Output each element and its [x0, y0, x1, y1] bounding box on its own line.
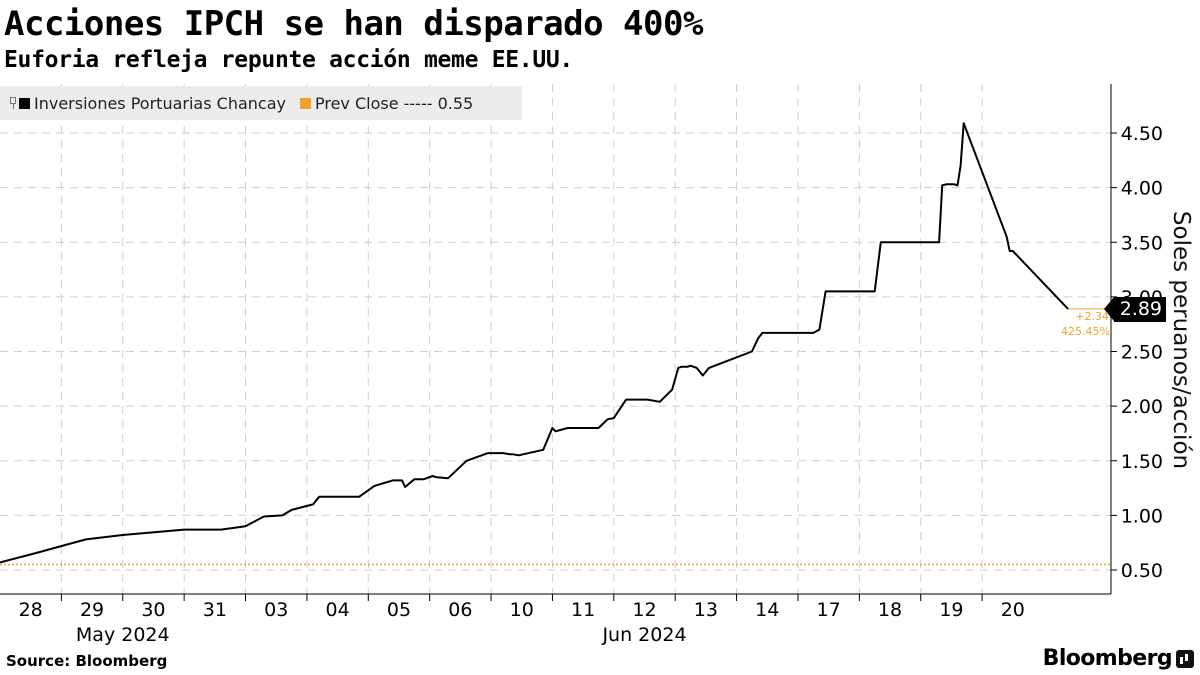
x-tick-label: 03 [264, 599, 288, 621]
pin-icon[interactable] [10, 97, 16, 109]
x-tick-label: 10 [510, 599, 534, 621]
x-tick-label: 14 [755, 599, 779, 621]
y-tick-label: 4.50 [1121, 123, 1163, 145]
legend-label-prev-close: Prev Close ----- 0.55 [314, 93, 474, 113]
x-tick-label: 05 [387, 599, 411, 621]
x-tick-label: 17 [817, 599, 841, 621]
y-tick-label: 1.50 [1121, 451, 1163, 473]
y-tick-label: 2.50 [1121, 342, 1163, 364]
legend-item-prev-close: Prev Close ----- 0.55 [286, 94, 473, 113]
legend-label-ipch: Inversiones Portuarias Chancay [34, 93, 286, 113]
chart-subtitle: Euforia refleja repunte acción meme EE.U… [4, 47, 573, 73]
y-tick-label: 1.00 [1121, 505, 1163, 527]
x-tick-label: 12 [632, 599, 656, 621]
x-tick-label: 18 [878, 599, 902, 621]
change-pct-label: 425.45% [1061, 325, 1110, 338]
x-tick-label: 30 [141, 599, 165, 621]
y-tick-label: 2.00 [1121, 396, 1163, 418]
y-tick-label: 0.50 [1121, 560, 1163, 582]
y-tick-label: 3.50 [1121, 232, 1163, 254]
x-month-label: May 2024 [76, 624, 170, 646]
y-axis-label: Soles peruanos/acción [1168, 210, 1194, 470]
x-tick-label: 31 [203, 599, 227, 621]
change-abs-label: +2.34 [1075, 310, 1109, 323]
bloomberg-chart-icon [1176, 650, 1194, 668]
price-series-line [0, 122, 1069, 564]
x-tick-label: 13 [694, 599, 718, 621]
x-tick-label: 19 [939, 599, 963, 621]
source-note: Source: Bloomberg [6, 652, 168, 670]
x-tick-label: 20 [1001, 599, 1025, 621]
x-tick-label: 28 [19, 599, 43, 621]
x-tick-label: 11 [571, 599, 595, 621]
x-tick-label: 29 [80, 599, 104, 621]
legend-swatch-ipch [19, 97, 30, 109]
chart-title: Acciones IPCH se han disparado 400% [4, 4, 703, 44]
legend: Inversiones Portuarias Chancay Prev Clos… [0, 86, 522, 120]
x-tick-label: 04 [326, 599, 350, 621]
legend-swatch-prev-close [299, 97, 311, 109]
legend-item-ipch: Inversiones Portuarias Chancay [16, 94, 286, 113]
change-label: +2.34 425.45% [1061, 309, 1110, 339]
brand-logo: Bloomberg [1042, 646, 1173, 671]
x-tick-label: 06 [448, 599, 472, 621]
x-month-label: Jun 2024 [601, 624, 686, 646]
y-tick-label: 4.00 [1121, 178, 1163, 200]
current-value-badge: 2.89 [1104, 297, 1166, 322]
